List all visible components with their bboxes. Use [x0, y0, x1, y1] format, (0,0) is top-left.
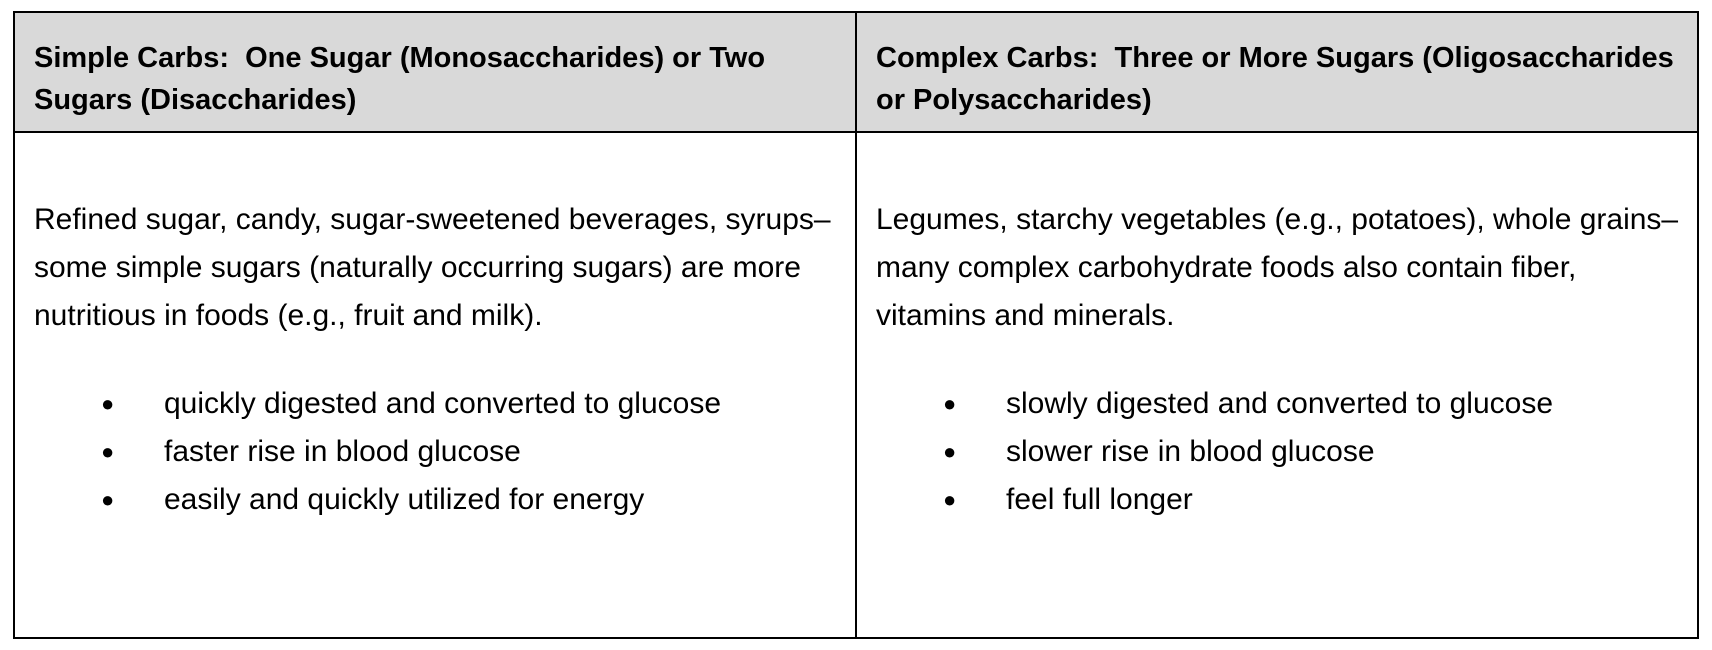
bullet-item: quickly digested and converted to glucos…: [34, 380, 845, 428]
body-row: Refined sugar, candy, sugar-sweetened be…: [13, 131, 1699, 639]
bullet-list: slowly digested and converted to glucose…: [876, 380, 1687, 524]
bullet-item: slowly digested and converted to glucose: [876, 380, 1687, 428]
header-cell: Simple Carbs: One Sugar (Monosaccharides…: [13, 11, 857, 133]
bullet-item: slower rise in blood glucose: [876, 428, 1687, 476]
bullet-item: feel full longer: [876, 476, 1687, 524]
cell-paragraph: Legumes, starchy vegetables (e.g., potat…: [876, 203, 1679, 332]
body-cell: Legumes, starchy vegetables (e.g., potat…: [855, 131, 1699, 639]
bullet-list: quickly digested and converted to glucos…: [34, 380, 845, 524]
comparison-table: Simple Carbs: One Sugar (Monosaccharides…: [13, 11, 1699, 639]
bullet-item: easily and quickly utilized for energy: [34, 476, 845, 524]
body-cell: Refined sugar, candy, sugar-sweetened be…: [13, 131, 857, 639]
table-container: Simple Carbs: One Sugar (Monosaccharides…: [13, 11, 1699, 639]
cell-paragraph: Refined sugar, candy, sugar-sweetened be…: [34, 203, 831, 332]
header-cell: Complex Carbs: Three or More Sugars (Oli…: [855, 11, 1699, 133]
bullet-item: faster rise in blood glucose: [34, 428, 845, 476]
header-row: Simple Carbs: One Sugar (Monosaccharides…: [13, 11, 1699, 133]
